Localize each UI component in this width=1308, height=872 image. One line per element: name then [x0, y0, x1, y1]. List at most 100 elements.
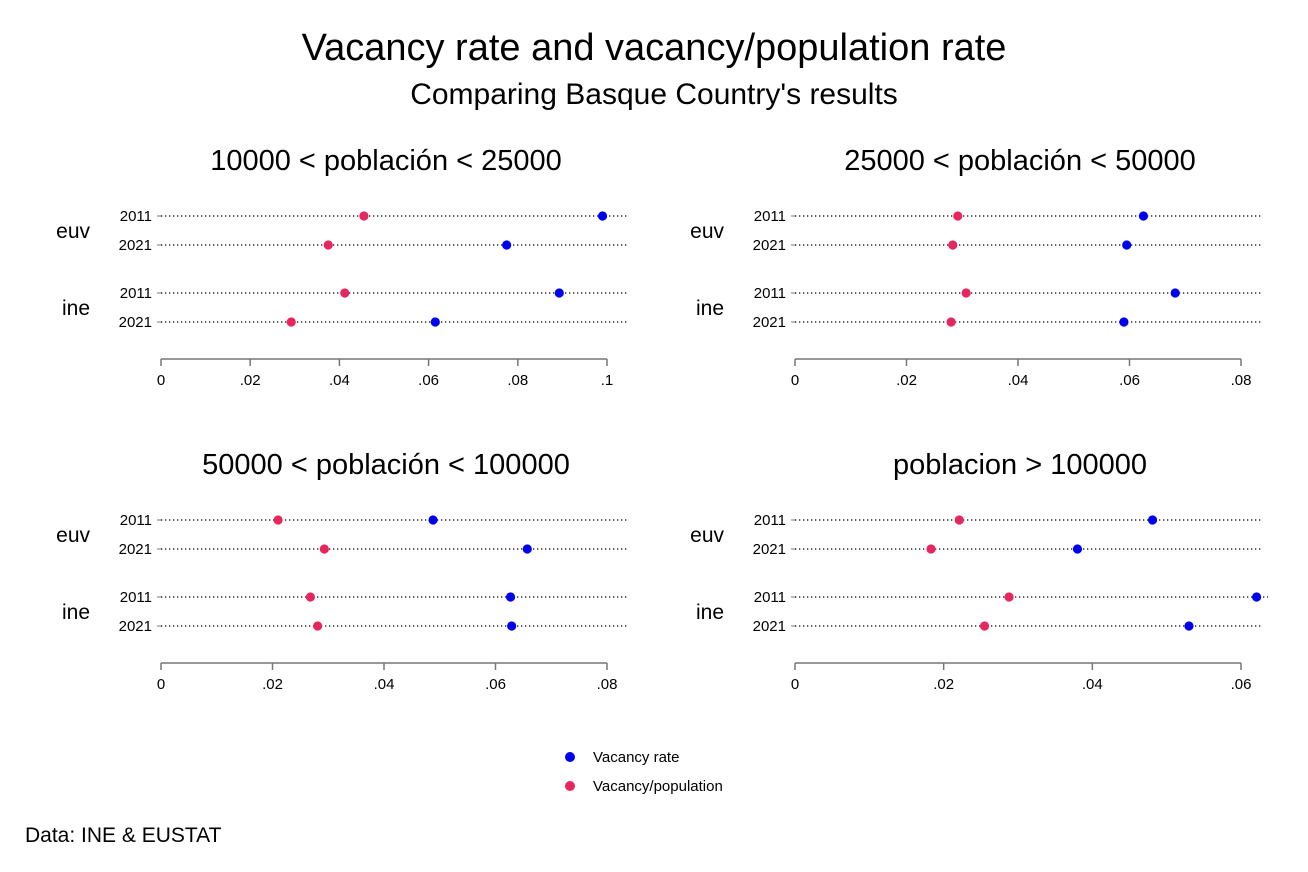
- point-vacancy-rate: [522, 544, 532, 554]
- point-vacancy-rate: [1252, 592, 1262, 602]
- x-tick-label: .08: [507, 372, 528, 389]
- x-tick-label: .08: [1231, 372, 1252, 389]
- point-vacancy-population: [948, 240, 958, 250]
- x-tick-label: .06: [1119, 372, 1140, 389]
- year-label: 2011: [754, 285, 786, 302]
- point-vacancy-rate: [554, 288, 564, 298]
- point-vacancy-population: [323, 240, 333, 250]
- x-tick-label: .1: [601, 372, 614, 389]
- group-label-euv: euv: [56, 220, 90, 243]
- x-tick-label: 0: [157, 372, 165, 389]
- group-label-ine: ine: [696, 297, 724, 320]
- legend-label-vacancy-rate: Vacancy rate: [593, 749, 679, 766]
- year-label: 2021: [753, 314, 786, 331]
- point-vacancy-rate: [507, 621, 517, 631]
- point-vacancy-population: [953, 211, 963, 221]
- row-euv-2011: 2011: [120, 512, 627, 529]
- x-tick-label: 0: [791, 676, 799, 693]
- row-ine-2021: 2021: [119, 618, 627, 635]
- row-euv-2011: 2011: [754, 512, 1261, 529]
- row-euv-2021: 2021: [753, 237, 1261, 254]
- year-label: 2011: [120, 512, 152, 529]
- x-tick-label: .04: [374, 676, 395, 693]
- x-tick-label: .02: [933, 676, 954, 693]
- chart-subtitle: Comparing Basque Country's results: [410, 78, 898, 111]
- point-vacancy-population: [286, 317, 296, 327]
- point-vacancy-rate: [1138, 211, 1149, 221]
- group-label-euv: euv: [690, 220, 724, 243]
- legend-marker-vacancy-population: [565, 781, 575, 791]
- year-label: 2021: [119, 237, 152, 254]
- panel-title: 50000 < población < 100000: [202, 449, 570, 481]
- x-tick-label: .06: [485, 676, 506, 693]
- point-vacancy-rate: [1147, 515, 1158, 525]
- point-vacancy-rate: [1170, 288, 1180, 298]
- x-tick-label: .02: [240, 372, 261, 389]
- group-label-euv: euv: [56, 524, 90, 547]
- x-tick-label: 0: [157, 676, 165, 693]
- year-label: 2011: [754, 512, 786, 529]
- year-label: 2011: [120, 208, 152, 225]
- point-vacancy-rate: [505, 592, 516, 602]
- point-vacancy-population: [946, 317, 956, 327]
- group-label-euv: euv: [690, 524, 724, 547]
- x-tick-label: .08: [597, 676, 618, 693]
- row-euv-2011: 2011: [120, 208, 628, 225]
- point-vacancy-population: [319, 544, 329, 554]
- year-label: 2021: [119, 314, 152, 331]
- panel-4: poblacion > 100000 euv ine 2011 2021 2011 2021…: [690, 449, 1268, 693]
- row-ine-2011: 2011: [120, 589, 627, 606]
- row-ine-2021: 2021: [119, 314, 627, 331]
- point-vacancy-population: [273, 515, 283, 525]
- x-tick-label: .06: [418, 372, 439, 389]
- point-vacancy-population: [1004, 592, 1014, 602]
- point-vacancy-population: [313, 621, 323, 631]
- x-tick-label: .06: [1231, 676, 1252, 693]
- point-vacancy-population: [359, 211, 369, 221]
- year-label: 2021: [119, 618, 152, 635]
- row-euv-2021: 2021: [753, 541, 1261, 558]
- group-label-ine: ine: [696, 601, 724, 624]
- x-tick-label: .04: [1008, 372, 1029, 389]
- row-ine-2011: 2011: [754, 285, 1261, 302]
- point-vacancy-population: [961, 288, 971, 298]
- panel-title: 10000 < población < 25000: [210, 145, 562, 177]
- legend-label-vacancy-population: Vacancy/population: [593, 778, 723, 795]
- point-vacancy-population: [926, 544, 936, 554]
- x-tick-label: .02: [896, 372, 917, 389]
- x-tick-label: 0: [791, 372, 799, 389]
- year-label: 2021: [753, 618, 786, 635]
- legend-marker-vacancy-rate: [565, 752, 575, 762]
- group-label-ine: ine: [62, 601, 90, 624]
- row-euv-2021: 2021: [119, 237, 627, 254]
- panel-3: 50000 < población < 100000 euv ine 2011 2021…: [56, 449, 627, 693]
- panel-2: 25000 < población < 50000 euv ine 2011 2021 2…: [690, 145, 1261, 389]
- row-ine-2021: 2021: [753, 314, 1261, 331]
- point-vacancy-rate: [1184, 621, 1194, 631]
- group-label-ine: ine: [62, 297, 90, 320]
- row-euv-2021: 2021: [119, 541, 627, 558]
- point-vacancy-rate: [502, 240, 512, 250]
- row-ine-2011: 2011: [120, 285, 627, 302]
- year-label: 2021: [753, 237, 786, 254]
- panel-title: 25000 < población < 50000: [844, 145, 1196, 177]
- point-vacancy-rate: [1119, 317, 1129, 327]
- year-label: 2021: [753, 541, 786, 558]
- year-label: 2011: [120, 285, 152, 302]
- x-tick-label: .04: [1082, 676, 1103, 693]
- row-ine-2021: 2021: [753, 618, 1261, 635]
- year-label: 2011: [754, 589, 786, 606]
- point-vacancy-rate: [1072, 544, 1083, 554]
- row-euv-2011: 2011: [754, 208, 1261, 225]
- year-label: 2011: [120, 589, 152, 606]
- row-ine-2011: 2011: [754, 589, 1268, 606]
- x-tick-label: .02: [262, 676, 283, 693]
- point-vacancy-population: [954, 515, 964, 525]
- point-vacancy-population: [979, 621, 990, 631]
- panel-1: 10000 < población < 25000 euv ine 2011 2021 2…: [56, 145, 628, 389]
- point-vacancy-rate: [1122, 240, 1132, 250]
- panel-grid: 10000 < población < 25000euvine201120212…: [56, 145, 1268, 693]
- legend: Vacancy rate Vacancy/population: [565, 749, 723, 795]
- panel-title: poblacion > 100000: [893, 449, 1147, 481]
